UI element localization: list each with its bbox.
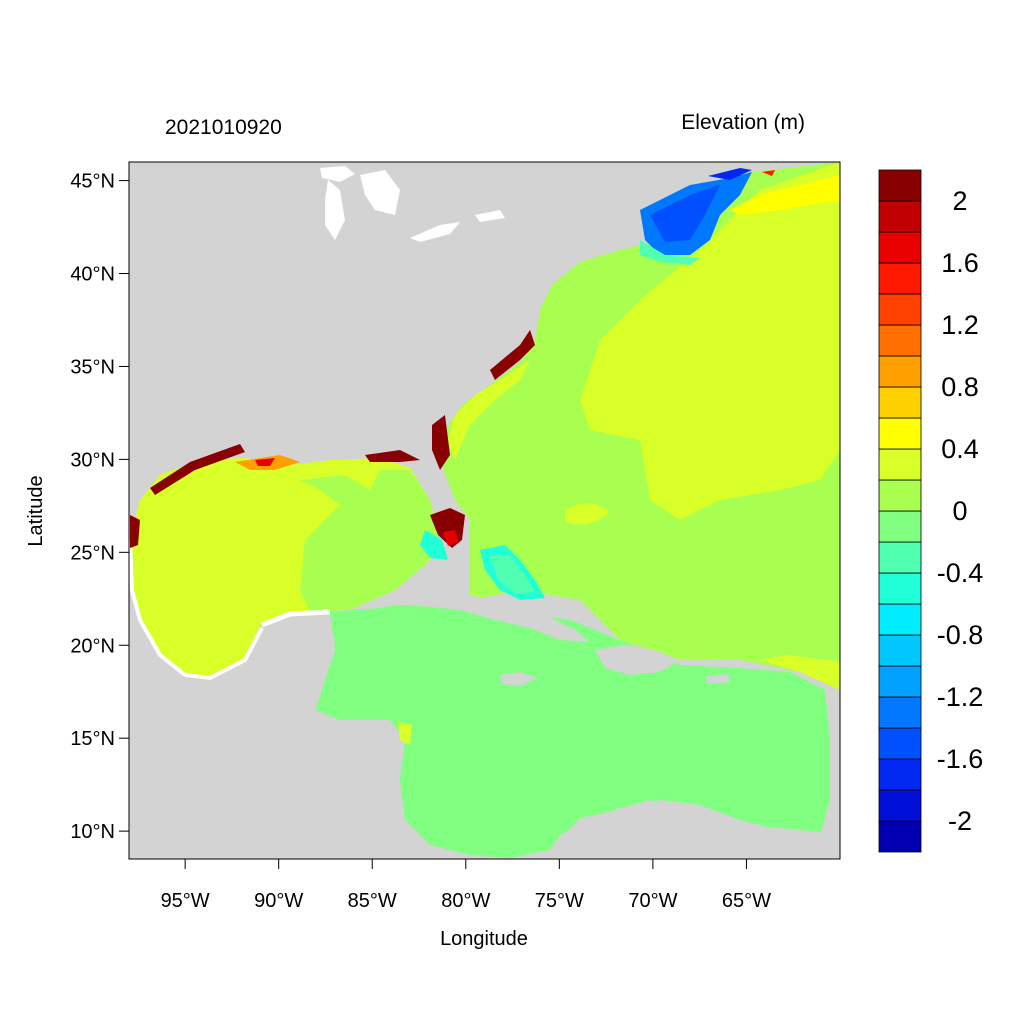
- colorbar-swatch: [878, 231, 922, 264]
- y-tick-label: 10°N: [70, 821, 115, 843]
- colorbar-label: 0.4: [941, 434, 979, 464]
- colorbar-swatch: [878, 324, 922, 357]
- gulf-of-maine-inner: [650, 185, 720, 242]
- colorbar-swatch: [878, 417, 922, 450]
- lake-michigan: [325, 180, 345, 240]
- x-axis: 95°W 90°W 85°W 80°W 75°W 70°W 65°W: [161, 859, 771, 912]
- colorbar-swatch: [878, 262, 922, 295]
- sargasso-patch: [565, 502, 610, 525]
- x-axis-label: Longitude: [440, 928, 528, 950]
- colorbar-swatch: [878, 448, 922, 481]
- colorbar-label: -2: [948, 806, 972, 836]
- timestamp-label: 2021010920: [165, 116, 282, 139]
- colorbar-swatch: [878, 355, 922, 388]
- yucatan-central-america: [129, 715, 400, 858]
- cuba: [385, 588, 590, 642]
- plot-frame: [128, 161, 841, 860]
- variable-title: Elevation (m): [681, 111, 805, 134]
- yucatan-peninsula: [262, 614, 335, 712]
- x-tick-label: 90°W: [254, 890, 303, 912]
- colorbar-label: -0.4: [937, 558, 984, 588]
- colorbar-label: 1.6: [941, 248, 979, 278]
- sargasso-region: [580, 162, 840, 520]
- caribbean-sea: [315, 600, 830, 858]
- puerto-rico: [705, 674, 730, 684]
- southwest-florida-surge-red: [443, 530, 458, 546]
- gulf-shelf-green: [300, 470, 440, 612]
- mexico-shoreline: [129, 539, 264, 681]
- colorbar-swatch: [878, 603, 922, 636]
- colorbar-swatch: [878, 665, 922, 698]
- south-america: [545, 800, 840, 858]
- colorbar-label: 2: [952, 186, 967, 216]
- x-tick-label: 85°W: [348, 890, 397, 912]
- y-axis: 10°N 15°N 20°N 25°N 30°N 35°N 40°N 45°N: [70, 171, 129, 843]
- y-tick-label: 45°N: [70, 171, 115, 193]
- colorbar-swatch: [878, 820, 922, 853]
- x-tick-label: 70°W: [628, 890, 677, 912]
- colorbar-label: -0.8: [937, 620, 984, 650]
- carolina-surge: [490, 330, 535, 380]
- southeast-coast-band: [448, 360, 530, 460]
- gulf-coast-surge: [150, 444, 245, 495]
- colorbar-swatch: [878, 572, 922, 605]
- y-tick-label: 15°N: [70, 728, 115, 750]
- y-tick-label: 35°N: [70, 356, 115, 378]
- colorbar-label: 0.8: [941, 372, 979, 402]
- y-tick-label: 25°N: [70, 542, 115, 564]
- x-tick-label: 95°W: [161, 890, 210, 912]
- colorbar-swatch: [878, 758, 922, 791]
- y-tick-label: 40°N: [70, 264, 115, 286]
- bahamas-inner: [490, 555, 535, 594]
- bay-of-fundy-yellow: [730, 175, 840, 215]
- y-axis-label: Latitude: [25, 475, 47, 546]
- y-tick-label: 20°N: [70, 635, 115, 657]
- lake-superior: [320, 166, 355, 182]
- x-tick-label: 80°W: [441, 890, 490, 912]
- gulf-of-maine-rim: [640, 240, 700, 265]
- texas-surge: [130, 515, 140, 548]
- colorbar-label: -1.6: [937, 744, 984, 774]
- jamaica: [500, 672, 538, 686]
- colorbar-swatch: [878, 727, 922, 760]
- colorbar: 2 1.6 1.2 0.8 0.4 0 -0.4 -0.8 -1.2 -1.6 -2: [878, 169, 984, 853]
- colorbar-swatch: [878, 169, 922, 202]
- x-tick-label: 75°W: [535, 890, 584, 912]
- big-bend-surge: [365, 450, 420, 462]
- lake-ontario: [475, 210, 505, 222]
- east-florida-surge: [432, 415, 450, 470]
- eastern-atlantic-yellow: [760, 655, 840, 690]
- yucatan-shoreline: [261, 609, 331, 628]
- colorbar-label: 0: [952, 496, 967, 526]
- nova-scotia-red: [762, 170, 775, 176]
- y-tick-label: 30°N: [70, 449, 115, 471]
- colorbar-swatch: [878, 789, 922, 822]
- colorbar-swatch: [878, 200, 922, 233]
- honduras-yellow: [398, 722, 412, 745]
- colorbar-label: -1.2: [937, 682, 984, 712]
- colorbar-swatch: [878, 634, 922, 667]
- colorbar-swatch: [878, 510, 922, 543]
- louisiana-surge-red: [255, 458, 275, 466]
- florida-bay: [420, 530, 448, 560]
- colorbar-swatch: [878, 386, 922, 419]
- lake-huron: [360, 170, 400, 215]
- colorbar-swatch: [878, 479, 922, 512]
- lake-erie: [410, 222, 460, 242]
- colorbar-swatch: [878, 293, 922, 326]
- hispaniola: [595, 645, 680, 675]
- colorbar-swatch: [878, 696, 922, 729]
- map-area: [129, 162, 840, 859]
- x-tick-label: 65°W: [722, 890, 771, 912]
- new-england-surge: [708, 168, 752, 180]
- colorbar-label: 1.2: [941, 310, 979, 340]
- colorbar-swatch: [878, 541, 922, 574]
